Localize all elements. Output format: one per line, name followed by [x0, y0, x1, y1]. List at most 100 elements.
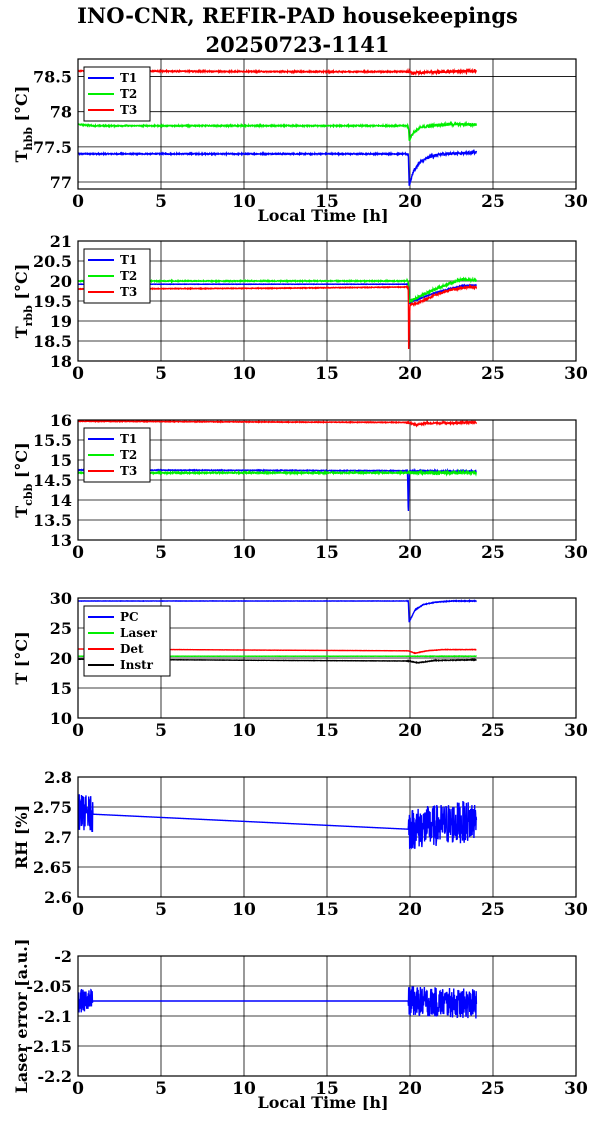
y-tick-label: 19.5	[33, 292, 72, 311]
y-tick-label: 30	[50, 589, 72, 608]
legend-label-t1: T1	[120, 71, 137, 85]
x-tick-label: 15	[315, 900, 339, 920]
x-axis-label: Local Time [h]	[257, 1093, 388, 1112]
x-tick-label: 30	[564, 900, 588, 920]
y-tick-label: 14	[50, 491, 72, 510]
x-tick-label: 5	[155, 900, 167, 920]
x-tick-label: 30	[564, 721, 588, 741]
legend-label-t2: T2	[120, 448, 137, 462]
legend: T1 T2 T3	[83, 66, 151, 122]
y-tick-label: 2.65	[33, 858, 72, 877]
x-tick-label: 5	[155, 1079, 167, 1099]
series-line-t1	[78, 149, 478, 186]
y-axis-label: RH [%]	[12, 805, 31, 869]
y-tick-label: 78.5	[33, 68, 72, 87]
x-tick-label: 5	[155, 364, 167, 384]
x-tick-label: 15	[315, 721, 339, 741]
chart-panel-4: 0 5 10 15 20 25 30 10 15 20 25 30 T [°C] PC Laser Det In…	[12, 589, 588, 741]
x-tick-label: 15	[315, 364, 339, 384]
y-tick-label: 2.75	[33, 798, 72, 817]
x-tick-label: 15	[315, 192, 339, 212]
x-tick-label: 25	[481, 543, 505, 563]
legend-label-t3: T3	[120, 464, 137, 478]
x-tick-label: 5	[155, 721, 167, 741]
y-axis-label: Trbb [°C]	[12, 264, 35, 339]
x-tick-label: 30	[564, 1079, 588, 1099]
y-tick-label: 25	[50, 619, 72, 638]
x-tick-label: 15	[315, 543, 339, 563]
x-tick-label: 10	[232, 364, 256, 384]
y-tick-label: 20	[50, 649, 72, 668]
legend-label-t2: T2	[120, 269, 137, 283]
y-tick-label: 19	[50, 312, 72, 331]
plot-frame	[77, 776, 577, 898]
y-tick-label: -2.2	[38, 1067, 72, 1086]
y-tick-label: 20	[50, 272, 72, 291]
plot-frame	[77, 419, 577, 541]
chart-subtitle: 20250723-1141	[205, 32, 390, 57]
x-axis-label: Local Time [h]	[257, 206, 388, 225]
x-tick-label: 10	[232, 721, 256, 741]
x-tick-label: 15	[315, 1079, 339, 1099]
y-tick-label: 13	[50, 531, 72, 550]
y-tick-label: 77	[50, 173, 72, 192]
y-tick-label: -2.15	[26, 1037, 72, 1056]
legend-label-t1: T1	[120, 253, 137, 267]
x-tick-label: 25	[481, 900, 505, 920]
series-line-t3	[78, 420, 478, 428]
x-tick-label: 20	[398, 543, 422, 563]
chart-panel-5: 0 5 10 15 20 25 30 2.6 2.65 2.7 2.75 2.8 RH [%]	[12, 768, 588, 920]
x-tick-label: 10	[232, 900, 256, 920]
legend-label-pc: PC	[120, 610, 139, 624]
y-tick-label: -2	[54, 947, 72, 966]
legend-label-t3: T3	[120, 103, 137, 117]
y-tick-label: 14.5	[33, 471, 72, 490]
y-tick-label: 15	[50, 451, 72, 470]
legend-label-instr: Instr	[120, 658, 154, 672]
y-tick-label: 18	[50, 352, 72, 371]
chart-panel-1: 0 5 10 15 20 25 30 77 77.5 78 78.5 Local Time [h] Th…	[12, 58, 588, 225]
y-tick-label: 15.5	[33, 431, 72, 450]
legend-label-t2: T2	[120, 87, 137, 101]
x-tick-label: 30	[564, 192, 588, 212]
x-tick-label: 5	[155, 192, 167, 212]
x-tick-label: 0	[72, 721, 84, 741]
y-tick-label: 2.8	[44, 768, 72, 787]
x-tick-label: 0	[72, 1079, 84, 1099]
series-line	[78, 794, 478, 850]
x-tick-label: 25	[481, 364, 505, 384]
x-tick-label: 20	[398, 900, 422, 920]
x-tick-label: 20	[398, 364, 422, 384]
y-tick-label: 2.7	[44, 828, 72, 847]
x-tick-label: 30	[564, 543, 588, 563]
plot-frame	[77, 955, 577, 1077]
legend-label-t3: T3	[120, 285, 137, 299]
y-tick-label: 20.5	[33, 252, 72, 271]
x-tick-label: 0	[72, 543, 84, 563]
legend-label-det: Det	[120, 642, 144, 656]
y-tick-label: -2.1	[38, 1007, 72, 1026]
x-tick-label: 0	[72, 364, 84, 384]
series-line-t2	[78, 120, 478, 142]
legend: T1 T2 T3	[83, 248, 151, 304]
x-tick-label: 10	[232, 543, 256, 563]
y-axis-label: Tcbb [°C]	[12, 442, 35, 517]
y-tick-label: 10	[50, 709, 72, 728]
y-tick-label: 15	[50, 679, 72, 698]
legend-label-t1: T1	[120, 432, 137, 446]
y-tick-label: 78	[50, 103, 72, 122]
plot-frame	[77, 597, 577, 719]
y-axis-label: T [°C]	[12, 631, 31, 684]
x-tick-label: 25	[481, 1079, 505, 1099]
legend-label-laser: Laser	[120, 626, 158, 640]
x-tick-label: 20	[398, 721, 422, 741]
chart-title: INO-CNR, REFIR-PAD housekeepings	[77, 3, 518, 28]
y-tick-label: 16	[50, 411, 72, 430]
y-tick-label: -2.05	[26, 977, 72, 996]
series-line	[78, 986, 478, 1019]
y-tick-label: 18.5	[33, 332, 72, 351]
x-tick-label: 30	[564, 364, 588, 384]
y-axis-label: Thbb [°C]	[12, 86, 35, 163]
